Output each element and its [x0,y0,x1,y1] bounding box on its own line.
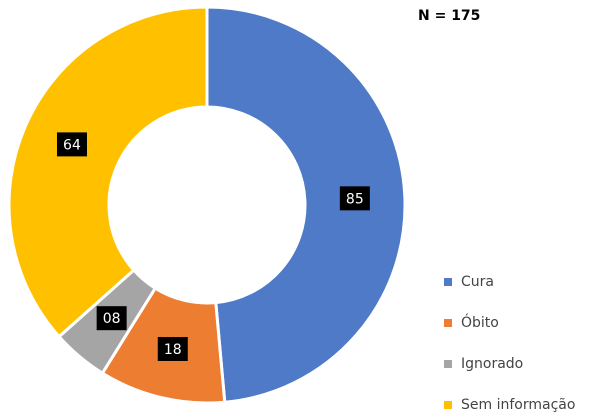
legend-label: Sem informação [461,397,575,413]
legend-swatch [444,278,452,286]
data-label: 18 [164,342,182,358]
data-label-box [56,132,87,157]
legend-swatch [444,360,452,368]
donut-segment [7,5,209,339]
donut-segment [205,5,407,404]
data-label-box [96,306,127,331]
data-label: 85 [346,191,364,207]
data-label-box [157,336,188,361]
data-label: 08 [103,311,121,327]
data-label-box [339,186,370,211]
legend-label: Cura [461,274,494,290]
legend-swatch [444,401,452,409]
legend-swatch [444,319,452,327]
legend-label: Ignorado [461,356,523,372]
legend-label: Óbito [461,313,499,331]
data-label: 64 [63,137,81,153]
annotation: N = 175 [418,8,480,24]
